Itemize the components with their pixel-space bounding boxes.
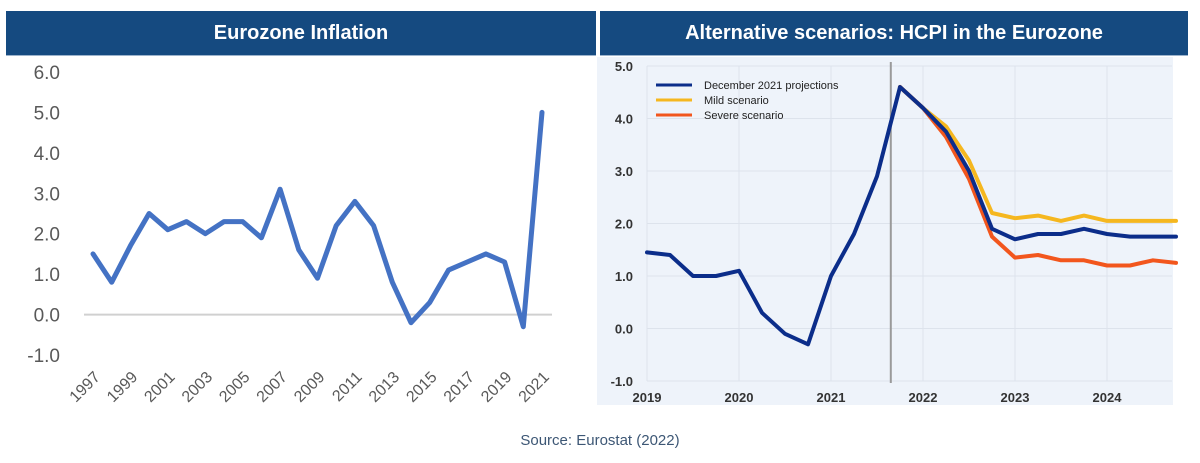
x-tick-label: 2022 bbox=[909, 390, 938, 405]
severe-scenario-line bbox=[898, 85, 1178, 268]
right-chart-title: Alternative scenarios: HCPI in the Euroz… bbox=[685, 21, 1103, 44]
inflation-line bbox=[90, 109, 545, 330]
y-tick-label: 3.0 bbox=[34, 184, 60, 205]
source-note: Source: Eurostat (2022) bbox=[520, 432, 680, 449]
x-tick-label: 2005 bbox=[216, 369, 253, 406]
x-tick-label: 2020 bbox=[725, 390, 754, 405]
x-tick-label: 2019 bbox=[633, 390, 662, 405]
legend-label: December 2021 projections bbox=[704, 80, 839, 92]
legend-label: Mild scenario bbox=[704, 95, 769, 107]
legend-label: Severe scenario bbox=[704, 110, 784, 122]
x-tick-label: 1997 bbox=[67, 369, 104, 406]
x-tick-label: 2023 bbox=[1001, 390, 1030, 405]
mild-scenario-line bbox=[898, 85, 1178, 223]
left-chart-title: Eurozone Inflation bbox=[213, 21, 389, 44]
left-chart-title-banner: Eurozone Inflation bbox=[6, 11, 596, 56]
y-tick-label: 2.0 bbox=[615, 217, 633, 232]
x-tick-label: 1999 bbox=[104, 369, 141, 406]
y-tick-label: 6.0 bbox=[34, 63, 60, 84]
x-tick-label: 2013 bbox=[366, 369, 403, 406]
x-tick-label: 2015 bbox=[403, 369, 440, 406]
y-tick-label: 5.0 bbox=[615, 59, 633, 74]
y-tick-label: -1.0 bbox=[611, 374, 633, 389]
y-tick-label: 4.0 bbox=[615, 112, 633, 127]
x-tick-label: 2009 bbox=[291, 369, 328, 406]
y-tick-label: 0.0 bbox=[34, 306, 60, 327]
y-tick-label: 3.0 bbox=[615, 164, 633, 179]
projection-line bbox=[645, 85, 1178, 347]
x-tick-label: 2007 bbox=[254, 369, 291, 406]
right-chart-title-banner: Alternative scenarios: HCPI in the Euroz… bbox=[600, 11, 1188, 56]
y-tick-label: 1.0 bbox=[615, 269, 633, 284]
x-tick-label: 2019 bbox=[478, 369, 515, 406]
y-tick-label: 2.0 bbox=[34, 225, 60, 246]
legend: December 2021 projections Mild scenario Se… bbox=[656, 80, 839, 122]
y-tick-label: -1.0 bbox=[27, 346, 60, 367]
x-tick-label: 2003 bbox=[179, 369, 216, 406]
x-tick-label: 2021 bbox=[817, 390, 846, 405]
x-tick-label: 2017 bbox=[441, 369, 478, 406]
x-tick-label: 2021 bbox=[516, 369, 553, 406]
y-tick-label: 5.0 bbox=[34, 103, 60, 124]
y-tick-label: 1.0 bbox=[34, 265, 60, 286]
y-tick-label: 0.0 bbox=[615, 322, 633, 337]
y-tick-label: 4.0 bbox=[34, 144, 60, 165]
x-tick-label: 2001 bbox=[141, 369, 178, 406]
x-tick-label: 2011 bbox=[329, 369, 365, 405]
x-tick-label: 2024 bbox=[1093, 390, 1123, 405]
